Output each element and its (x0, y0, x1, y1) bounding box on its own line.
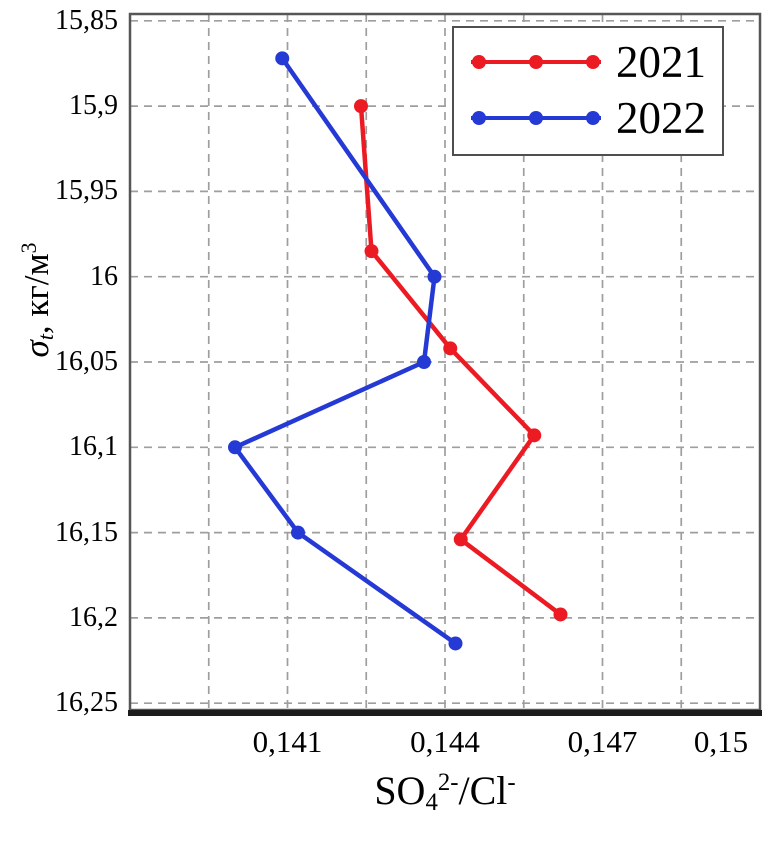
x-axis-formula-superscript2: - (507, 769, 516, 797)
x-axis-formula-subscript: 4 (425, 789, 438, 817)
sigma-symbol: σ (17, 340, 56, 358)
legend-line-sample-2021 (471, 55, 601, 69)
y-axis-units: , кг/м (17, 253, 56, 335)
data-point-2022 (275, 51, 290, 66)
x-axis-formula-part2: /Cl (458, 768, 508, 813)
x-axis-formula-part1: SO (374, 768, 426, 813)
y-axis-title: σt, кг/м3 (5, 150, 69, 450)
sigma-subscript: t (34, 334, 59, 341)
data-point-2021 (354, 99, 368, 114)
legend-sample-dot (529, 55, 543, 69)
x-axis-formula-superscript1: 2- (437, 769, 459, 797)
legend: 2021 2022 (452, 26, 724, 156)
data-point-2022 (448, 636, 463, 651)
legend-label-2022: 2022 (616, 93, 706, 143)
legend-sample-dot (472, 111, 486, 125)
series-line-2021 (358, 103, 563, 617)
legend-sample-dot (529, 111, 543, 125)
data-point-2021 (443, 341, 458, 356)
legend-label-2021: 2021 (616, 37, 706, 87)
data-point-2022 (291, 525, 305, 540)
legend-item-2022: 2022 (466, 90, 706, 146)
data-point-2021 (364, 244, 379, 259)
data-point-2021 (453, 532, 468, 547)
data-point-2021 (553, 607, 568, 622)
y-axis-units-exponent: 3 (17, 242, 42, 254)
legend-line-sample-2022 (471, 111, 601, 125)
data-point-2022 (417, 355, 431, 369)
legend-item-2021: 2021 (466, 34, 706, 90)
x-axis-title: SO42-/Cl- (130, 764, 760, 824)
legend-sample-dot (472, 55, 486, 69)
data-point-2022 (427, 269, 442, 284)
series-line-2022 (232, 56, 458, 646)
data-point-2022 (228, 440, 242, 455)
legend-sample-dot (586, 111, 600, 125)
legend-sample-dot (586, 55, 600, 69)
data-point-2021 (527, 428, 542, 443)
